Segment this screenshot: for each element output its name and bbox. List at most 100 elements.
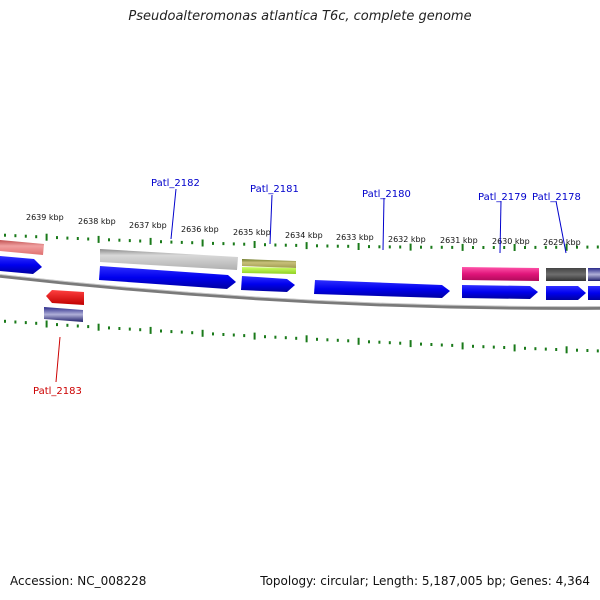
cds-arrow[interactable] — [314, 280, 450, 298]
ruler-major-tick — [461, 342, 464, 350]
gene-feature-patl-2183[interactable] — [46, 290, 84, 305]
ruler-minor-tick — [596, 349, 599, 353]
ruler-minor-tick — [388, 245, 391, 249]
ruler-minor-tick — [180, 330, 183, 334]
ruler-major-tick — [97, 323, 100, 331]
ruler-minor-tick — [128, 239, 131, 243]
ruler-minor-tick — [264, 243, 266, 247]
ruler-minor-tick — [440, 245, 443, 249]
ruler-minor-tick — [472, 344, 474, 348]
cds-arrow[interactable] — [0, 256, 42, 274]
ruler-minor-tick — [534, 245, 537, 249]
ruler-minor-tick — [555, 348, 558, 351]
ruler-minor-tick — [388, 341, 391, 345]
ruler-minor-tick — [544, 347, 547, 351]
ruler-minor-tick — [295, 243, 298, 247]
ruler-minor-tick — [243, 334, 246, 338]
ruler-minor-tick — [336, 244, 339, 248]
ruler-minor-tick — [378, 245, 381, 249]
cds-block[interactable] — [44, 307, 83, 322]
cds-arrow[interactable] — [462, 285, 538, 299]
length-value: 5,187,005 bp — [421, 574, 502, 588]
ruler-minor-tick — [139, 239, 142, 243]
ruler-major-tick — [409, 243, 412, 251]
accession-value: NC_008228 — [77, 574, 147, 588]
ruler-minor-tick — [118, 238, 121, 242]
ruler-minor-tick — [596, 245, 599, 249]
gene-label-patl-2179[interactable]: Patl_2179 — [478, 192, 527, 203]
ruler-minor-tick — [503, 246, 506, 249]
ruler-minor-tick — [170, 240, 173, 244]
ruler-minor-tick — [35, 235, 38, 239]
ruler-label: 2632 kbp — [388, 235, 426, 244]
gene-label-patl-2183[interactable]: Patl_2183 — [33, 386, 82, 397]
ruler-label: 2639 kbp — [26, 213, 64, 222]
gene-feature-patl-2178[interactable] — [546, 268, 586, 281]
ruler-minor-tick — [492, 345, 495, 349]
ruler-minor-tick — [524, 346, 526, 350]
gene-label-patl-2182[interactable]: Patl_2182 — [151, 178, 200, 189]
ruler-minor-tick — [492, 246, 495, 249]
ruler-minor-tick — [24, 321, 27, 325]
ruler-minor-tick — [212, 241, 214, 245]
ruler-major-tick — [565, 346, 568, 354]
ruler-major-tick — [97, 235, 100, 243]
ruler-minor-tick — [336, 338, 339, 342]
gene-feature-patl-2182[interactable] — [100, 249, 238, 270]
ruler-minor-tick — [139, 328, 142, 332]
ruler-minor-tick — [586, 349, 589, 352]
gene-label-patl-2181[interactable]: Patl_2181 — [250, 184, 299, 195]
ruler-minor-tick — [128, 327, 131, 331]
cds-arrow[interactable] — [588, 286, 600, 300]
gene-feature[interactable] — [0, 240, 44, 255]
ruler-minor-tick — [430, 245, 433, 249]
ruler-major-tick — [565, 243, 568, 251]
ruler-minor-tick — [191, 241, 194, 245]
ruler-minor-tick — [180, 240, 183, 244]
ruler-minor-tick — [326, 338, 329, 342]
gene-label-patl-2180[interactable]: Patl_2180 — [362, 189, 411, 200]
ruler-minor-tick — [284, 243, 287, 247]
ruler-minor-tick — [274, 335, 277, 339]
cds-track-plus — [0, 256, 600, 300]
ruler-major-tick — [149, 326, 152, 334]
ruler-major-tick — [45, 233, 48, 241]
gene-feature[interactable] — [588, 268, 600, 281]
ruler-minor-tick — [576, 348, 578, 352]
gene-feature-patl-2181[interactable] — [242, 259, 296, 268]
gene-feature-patl-2181-b[interactable] — [242, 267, 296, 274]
ruler-ticks-top — [4, 233, 599, 251]
ruler-label: 2636 kbp — [181, 225, 219, 234]
ruler-minor-tick — [316, 337, 318, 341]
ruler-label: 2631 kbp — [440, 236, 478, 245]
ruler-minor-tick — [347, 244, 350, 248]
cds-arrow[interactable] — [99, 266, 236, 289]
ruler-minor-tick — [326, 244, 329, 248]
ruler-minor-tick — [316, 244, 318, 248]
ruler-minor-tick — [420, 342, 422, 346]
ruler-minor-tick — [347, 339, 350, 343]
ruler-label: 2635 kbp — [233, 228, 271, 237]
ruler-major-tick — [513, 344, 516, 352]
ruler-minor-tick — [24, 234, 27, 238]
ruler-labels: 2639 kbp 2638 kbp 2637 kbp 2636 kbp 2635… — [26, 213, 581, 247]
ruler-minor-tick — [108, 238, 110, 242]
ruler-major-tick — [357, 243, 360, 250]
genes-label: Genes: — [509, 574, 552, 588]
cds-arrow[interactable] — [546, 286, 586, 300]
ruler-minor-tick — [222, 333, 225, 336]
gene-labels: Patl_2182 Patl_2181 Patl_2180 Patl_2179 … — [33, 178, 581, 397]
accession-label: Accession: — [10, 574, 74, 588]
feature-track-outer — [0, 240, 600, 281]
ruler-minor-tick — [295, 336, 298, 340]
genome-stats: Topology: circular; Length: 5,187,005 bp… — [260, 574, 590, 588]
ruler-minor-tick — [368, 245, 370, 249]
genome-title: Pseudoalteromonas atlantica T6c, complet… — [128, 9, 472, 24]
gene-feature-patl-2179[interactable] — [462, 267, 539, 281]
ruler-minor-tick — [56, 236, 58, 240]
cds-arrow[interactable] — [241, 276, 295, 292]
ruler-minor-tick — [274, 243, 277, 247]
gene-label-patl-2178[interactable]: Patl_2178 — [532, 192, 581, 203]
ruler-major-tick — [253, 332, 256, 340]
